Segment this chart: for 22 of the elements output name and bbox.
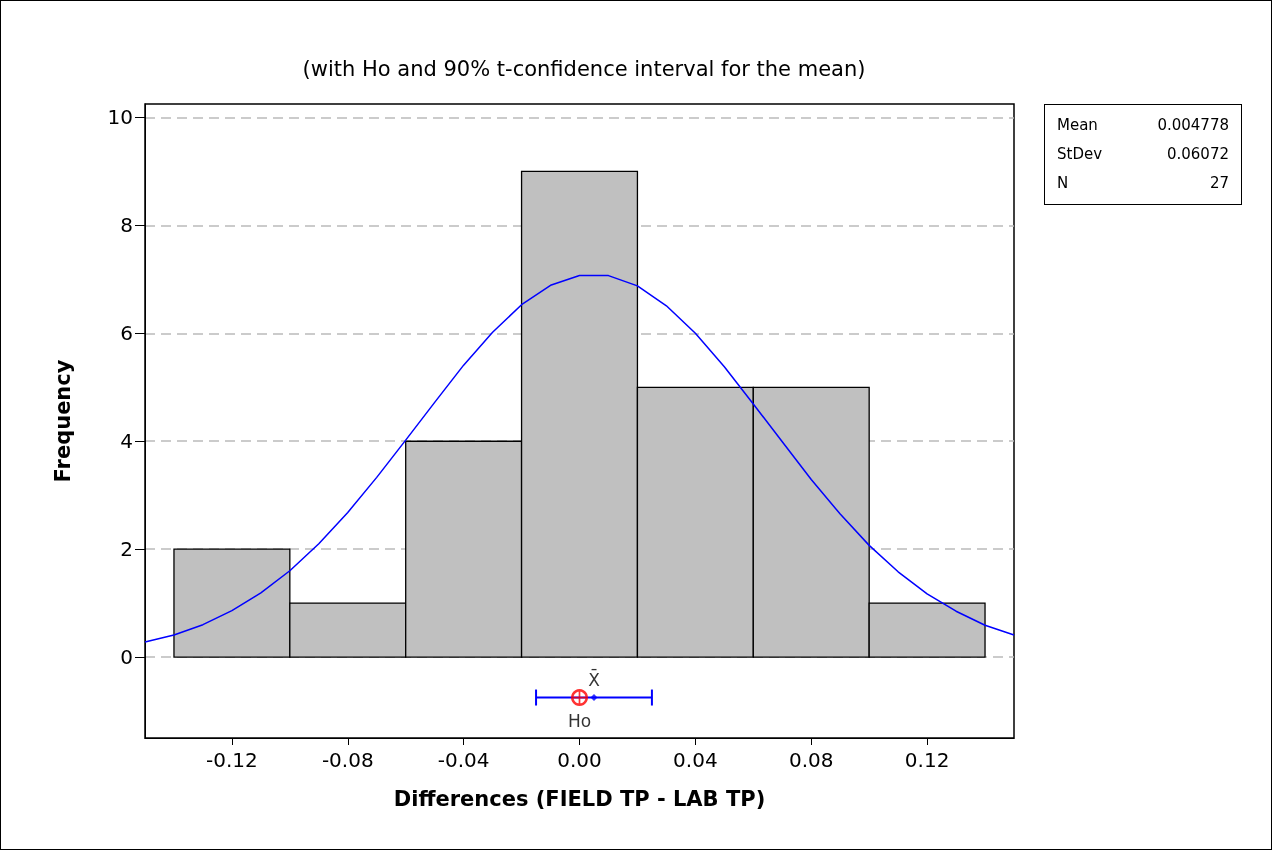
text: Mean 0.004778 (1057, 116, 1229, 134)
x-tick-label: -0.12 (206, 748, 258, 772)
series-label: Ho (567, 710, 592, 731)
x-tick-label: 0.00 (557, 748, 602, 772)
x-tick-label: -0.04 (437, 748, 490, 772)
text: StDev 0.06072 (1057, 145, 1229, 163)
x-tick-label: 0.08 (788, 748, 834, 772)
x-tick-label: 0.12 (904, 748, 950, 772)
y-tick-label: 10 (107, 105, 133, 130)
y-tick-label: 6 (120, 321, 133, 346)
text: N 27 (1057, 174, 1229, 192)
x-tick-label: 0.04 (673, 748, 718, 772)
chart-title: (with Ho and 90% t-confidence interval for the mean) (302, 56, 866, 81)
y-tick-label: 0 (120, 645, 133, 670)
series-label: X̄ (588, 668, 601, 690)
y-axis-title: Frequency (50, 359, 75, 483)
x-tick-label: -0.08 (321, 748, 374, 772)
y-tick-label: 4 (120, 429, 133, 454)
line-series (144, 274, 1015, 643)
y-tick-label: 8 (120, 213, 133, 238)
y-tick-label: 2 (120, 537, 133, 562)
x-axis-title: Differences (FIELD TP - LAB TP) (393, 786, 766, 811)
